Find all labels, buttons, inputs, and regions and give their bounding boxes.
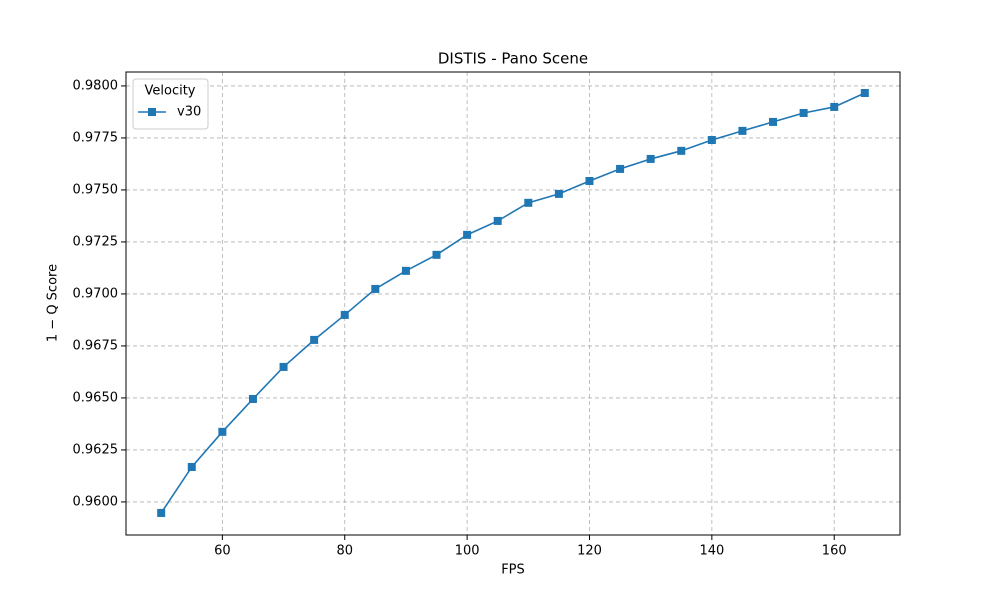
x-tick-label: 140	[699, 544, 724, 559]
data-point	[218, 427, 227, 436]
data-point	[401, 266, 410, 275]
x-tick-label: 100	[455, 544, 480, 559]
legend-box	[132, 78, 209, 130]
x-tick-label: 160	[822, 544, 847, 559]
data-point	[279, 362, 288, 371]
y-tick-label: 0.9700	[73, 286, 119, 301]
data-point	[248, 394, 257, 403]
x-tick-label: 60	[214, 544, 231, 559]
data-point	[157, 508, 166, 517]
data-point	[860, 89, 869, 98]
x-tick-label: 120	[577, 544, 602, 559]
legend-title: Velocity	[145, 84, 196, 99]
y-tick-label: 0.9775	[73, 130, 119, 145]
x-tick-label: 80	[336, 544, 353, 559]
y-tick-label: 0.9800	[73, 78, 119, 93]
data-point	[769, 117, 778, 126]
y-tick-label: 0.9650	[73, 390, 119, 405]
data-point	[738, 126, 747, 135]
data-point	[646, 154, 655, 163]
data-point	[524, 198, 533, 207]
data-point	[677, 146, 686, 155]
data-point	[340, 310, 349, 319]
plot-frame	[125, 71, 901, 536]
data-point	[187, 462, 196, 471]
data-point	[585, 176, 594, 185]
chart-title: DISTIS - Pano Scene	[438, 50, 588, 68]
data-point	[493, 216, 502, 225]
y-tick-label: 0.9625	[73, 442, 119, 457]
data-line	[160, 92, 866, 514]
data-point	[463, 230, 472, 239]
data-point	[707, 136, 716, 145]
y-axis-label: 1 − Q Score	[46, 264, 61, 342]
data-point	[554, 189, 563, 198]
data-point	[616, 164, 625, 173]
data-point	[799, 108, 808, 117]
y-tick-label: 0.9725	[73, 234, 119, 249]
y-tick-label: 0.9675	[73, 338, 119, 353]
data-point	[310, 335, 319, 344]
data-point	[830, 102, 839, 111]
y-tick-label: 0.9750	[73, 182, 119, 197]
legend-marker	[148, 108, 156, 116]
x-axis-label: FPS	[501, 563, 525, 578]
data-point	[432, 250, 441, 259]
y-tick-label: 0.9600	[73, 494, 119, 509]
legend-label: v30	[177, 105, 201, 120]
data-point	[371, 284, 380, 293]
